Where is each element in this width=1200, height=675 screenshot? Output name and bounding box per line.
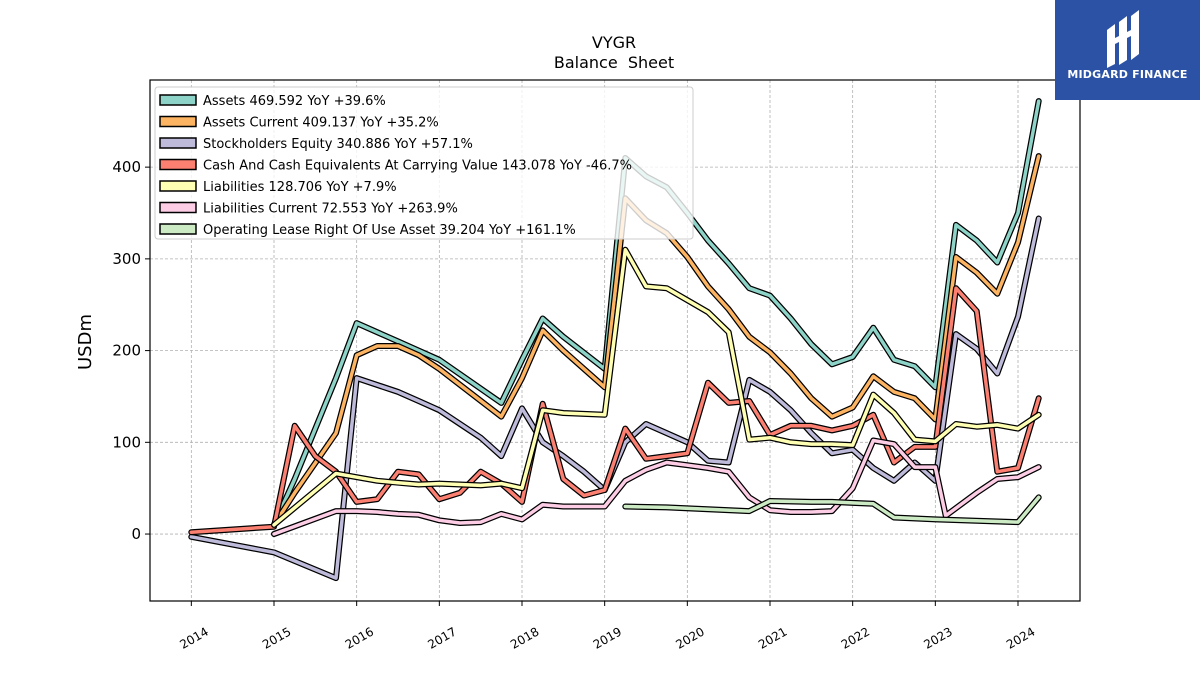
legend-swatch bbox=[159, 223, 197, 235]
series-stroke bbox=[272, 154, 1041, 527]
y-tick-label: 100 bbox=[112, 433, 141, 451]
y-tick-label: 0 bbox=[131, 525, 141, 543]
legend-item: Stockholders Equity 340.886 YoY +57.1% bbox=[159, 137, 473, 152]
y-tick-label: 300 bbox=[112, 250, 141, 268]
legend-item: Liabilities Current 72.553 YoY +263.9% bbox=[159, 201, 458, 217]
legend-item: Operating Lease Right Of Use Asset 39.20… bbox=[159, 223, 576, 238]
legend-label: Assets 469.592 YoY +39.6% bbox=[203, 94, 386, 109]
brand-logo: MIDGARD FINANCE bbox=[1055, 0, 1200, 100]
series-line bbox=[271, 246, 1042, 528]
legend-swatch bbox=[159, 180, 197, 192]
plot-frame bbox=[149, 79, 1081, 602]
x-tick-label: 2021 bbox=[756, 624, 789, 651]
legend-label: Cash And Cash Equivalents At Carrying Va… bbox=[203, 159, 632, 174]
series-line bbox=[271, 98, 1042, 528]
legend-item: Liabilities 128.706 YoY +7.9% bbox=[159, 180, 397, 195]
x-tick-label: 2023 bbox=[921, 624, 954, 651]
x-tick-label: 2018 bbox=[508, 624, 541, 651]
series-line bbox=[622, 494, 1042, 526]
x-tick-label: 2022 bbox=[839, 624, 872, 651]
legend-item: Assets Current 409.137 YoY +35.2% bbox=[159, 115, 439, 131]
legend: Assets 469.592 YoY +39.6% Assets Current … bbox=[154, 86, 694, 240]
legend-label: Stockholders Equity 340.886 YoY +57.1% bbox=[203, 137, 473, 152]
legend-swatch bbox=[159, 137, 197, 149]
series-stroke bbox=[272, 438, 1041, 536]
series-line bbox=[188, 285, 1042, 536]
legend-item: Cash And Cash Equivalents At Carrying Va… bbox=[159, 158, 632, 174]
x-tick-label: 2020 bbox=[673, 624, 706, 651]
series-line bbox=[271, 153, 1042, 528]
series-stroke bbox=[623, 495, 1041, 524]
series-stroke bbox=[272, 99, 1041, 527]
legend-swatch bbox=[159, 201, 197, 214]
legend-swatch bbox=[159, 94, 197, 106]
logo-mark-icon bbox=[1107, 10, 1139, 68]
legend-item: Assets 469.592 YoY +39.6% bbox=[159, 94, 386, 109]
x-tick-label: 2019 bbox=[591, 624, 624, 651]
y-tick-label: 200 bbox=[112, 342, 141, 360]
legend-swatch bbox=[159, 115, 197, 128]
legend-label: Liabilities Current 72.553 YoY +263.9% bbox=[203, 202, 458, 217]
x-tick-label: 2024 bbox=[1004, 624, 1037, 651]
series-stroke bbox=[189, 286, 1041, 534]
series-line bbox=[271, 437, 1042, 537]
legend-swatch bbox=[159, 158, 197, 171]
x-axis: 2014 2015 2016 2017 2018 2019 2020 2021 2022 2023… bbox=[177, 601, 1038, 652]
x-tick-label: 2015 bbox=[260, 624, 293, 651]
chart-subtitle: Balance Sheet bbox=[554, 53, 674, 72]
series-lines bbox=[188, 98, 1042, 582]
x-tick-label: 2017 bbox=[425, 624, 458, 651]
chart-title: VYGR bbox=[592, 33, 636, 52]
series-stroke bbox=[272, 247, 1041, 527]
logo-text: MIDGARD FINANCE bbox=[1067, 68, 1188, 81]
y-axis-label: USDm bbox=[75, 314, 96, 370]
x-tick-label: 2014 bbox=[177, 624, 210, 651]
legend-label: Assets Current 409.137 YoY +35.2% bbox=[203, 116, 439, 131]
x-tick-label: 2016 bbox=[343, 624, 376, 651]
legend-box bbox=[154, 86, 694, 240]
y-axis: 0 100 200 300 400 bbox=[112, 158, 150, 543]
legend-label: Liabilities 128.706 YoY +7.9% bbox=[203, 180, 397, 195]
y-tick-label: 400 bbox=[112, 158, 141, 176]
legend-label: Operating Lease Right Of Use Asset 39.20… bbox=[203, 223, 576, 238]
